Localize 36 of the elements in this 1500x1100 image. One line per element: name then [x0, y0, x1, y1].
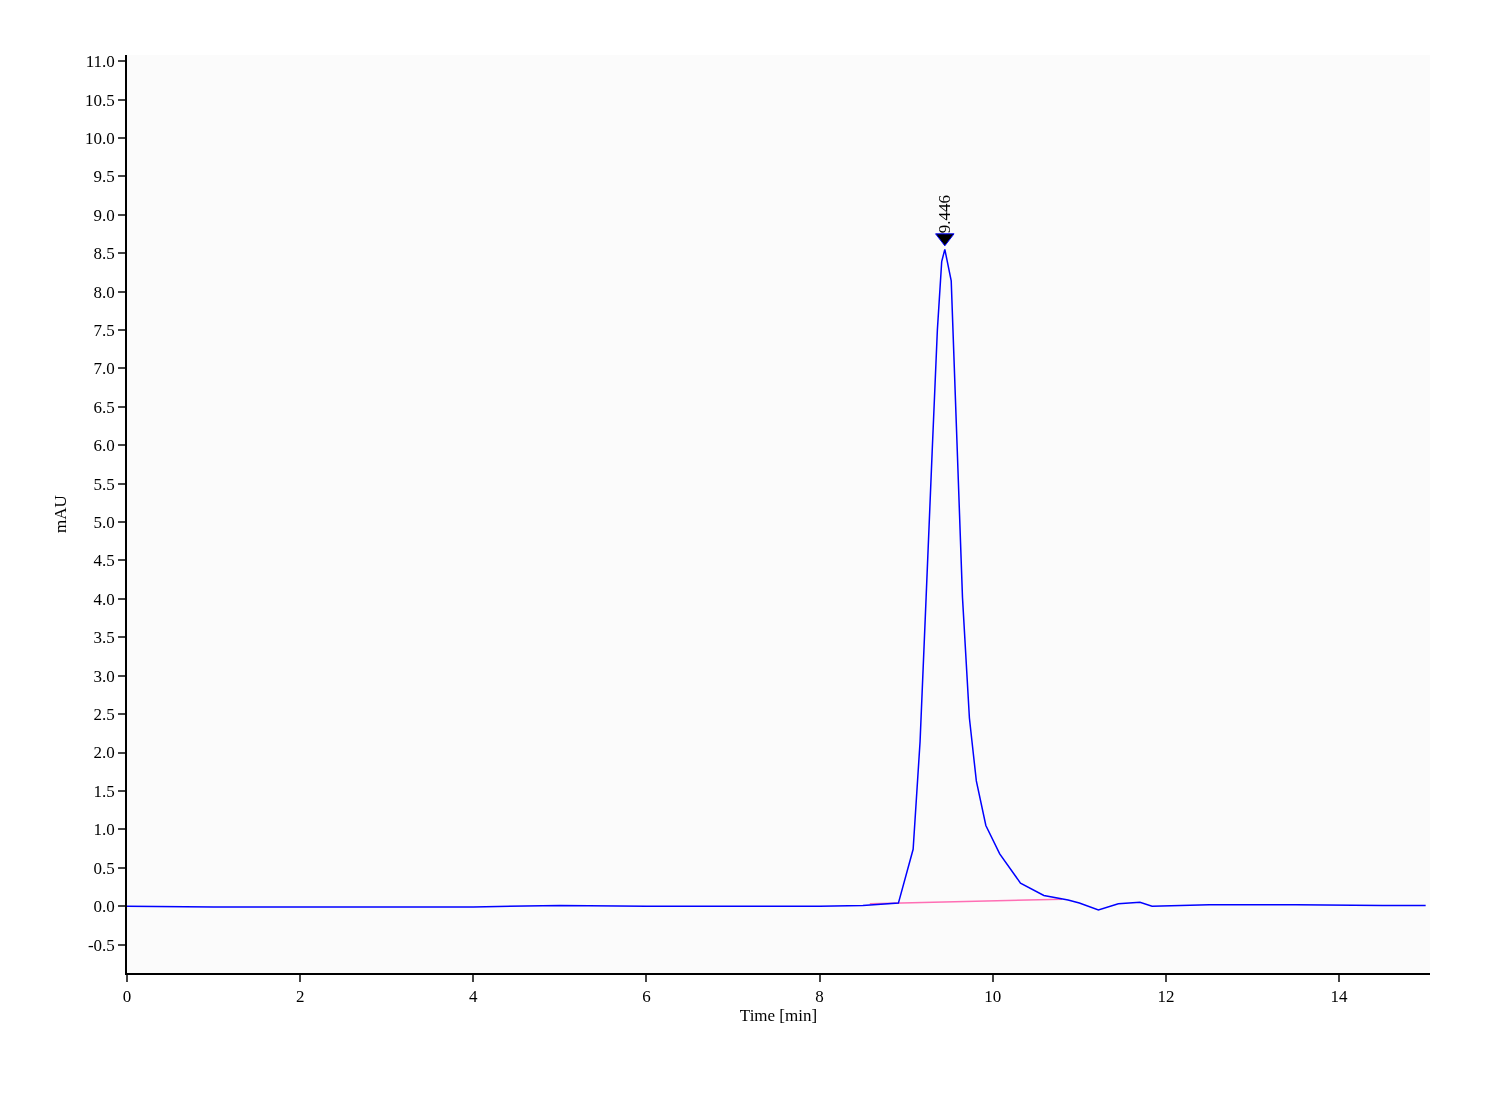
y-tick-label: 7.5	[93, 320, 115, 340]
y-tick-label: 3.5	[93, 628, 115, 648]
y-tick-label: 4.0	[93, 589, 115, 609]
y-tick-label: 2.5	[93, 705, 115, 725]
y-tick-label: 8.5	[93, 244, 115, 264]
y-tick-label: 1.5	[93, 781, 115, 801]
x-tick-label: 12	[1157, 987, 1175, 1007]
x-tick-label: 10	[984, 987, 1002, 1007]
y-tick-label: 10.5	[85, 90, 115, 110]
y-tick-label: 11.0	[85, 52, 115, 72]
y-tick-label: 0.5	[93, 858, 115, 878]
x-tick-label: 6	[642, 987, 651, 1007]
x-tick-label: 8	[815, 987, 824, 1007]
y-tick-label: 3.0	[93, 666, 115, 686]
x-axis-title: Time [min]	[739, 1006, 818, 1026]
y-tick-label: 9.5	[93, 167, 115, 187]
y-tick-label: 0.0	[93, 897, 115, 917]
y-tick-label: 4.5	[93, 551, 115, 571]
y-tick-label: 10.0	[85, 128, 115, 148]
y-tick-label: 8.0	[93, 282, 115, 302]
y-tick-label: 6.0	[93, 436, 115, 456]
x-tick-label: 4	[469, 987, 479, 1007]
y-tick-label: -0.5	[87, 935, 115, 955]
x-tick-label: 0	[122, 987, 132, 1007]
annotation: 9.446	[935, 194, 955, 234]
y-tick-label: 5.5	[93, 474, 115, 494]
line-series	[127, 248, 1427, 911]
y-tick-label: 5.0	[93, 513, 115, 533]
x-tick-label: 14	[1330, 987, 1349, 1007]
y-tick-label: 2.0	[93, 743, 115, 763]
y-tick-label: 9.0	[93, 205, 115, 225]
x-tick-label: 2	[295, 987, 305, 1007]
y-axis-title: mAU	[51, 495, 71, 533]
y-tick-label: 7.0	[93, 359, 115, 379]
y-tick-label: 6.5	[93, 397, 115, 417]
y-tick-label: 1.0	[93, 820, 115, 840]
